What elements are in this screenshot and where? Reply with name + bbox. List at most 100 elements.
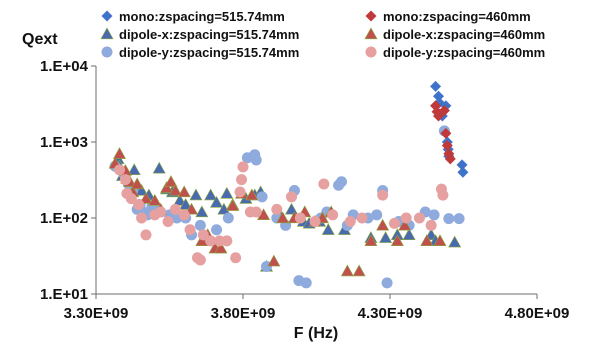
data-point <box>152 161 166 174</box>
data-point <box>194 219 206 231</box>
data-point <box>211 224 223 236</box>
data-point <box>377 189 389 201</box>
y-tick-label: 1.E+02 <box>40 210 88 227</box>
series-5-points <box>114 161 449 266</box>
data-point <box>162 215 174 227</box>
data-point <box>425 219 437 231</box>
data-point <box>402 228 416 240</box>
data-point <box>300 277 312 289</box>
legend-marker <box>101 10 113 22</box>
data-point <box>114 164 126 176</box>
y-tick-label: 1.E+04 <box>40 58 89 75</box>
data-point <box>309 215 321 227</box>
data-point <box>433 110 445 122</box>
data-point <box>444 153 456 165</box>
data-point <box>285 202 299 215</box>
legend-label: dipole-x:zspacing=460mm <box>383 27 545 42</box>
data-point <box>226 199 240 211</box>
data-point <box>136 212 148 224</box>
data-point <box>256 191 268 203</box>
x-tick-label: 3.80E+09 <box>211 305 276 322</box>
data-point <box>371 209 383 221</box>
data-point <box>177 185 191 198</box>
data-point <box>210 195 224 208</box>
data-point <box>335 176 347 188</box>
data-point <box>440 127 452 139</box>
data-point <box>294 212 306 224</box>
data-point <box>433 234 447 246</box>
data-point <box>140 229 152 241</box>
data-point <box>133 199 145 211</box>
x-tick-label: 4.80E+09 <box>505 305 570 322</box>
data-point <box>453 213 465 225</box>
data-point <box>184 224 196 236</box>
x-tick-label: 3.30E+09 <box>64 305 129 322</box>
data-point <box>437 189 449 201</box>
legend-marker <box>364 27 378 40</box>
data-point <box>441 139 453 151</box>
data-point <box>135 183 149 196</box>
data-point <box>169 203 181 215</box>
data-point <box>185 202 199 215</box>
data-point <box>379 231 393 243</box>
data-point <box>276 211 290 224</box>
data-point <box>214 241 228 254</box>
data-point <box>457 166 469 178</box>
data-point <box>195 234 209 246</box>
legend-label: dipole-x:zspacing=515.74mm <box>119 27 299 42</box>
data-point <box>364 234 378 246</box>
data-point <box>245 188 259 201</box>
data-point <box>344 215 356 227</box>
data-point <box>321 223 335 235</box>
legend-marker <box>100 27 114 40</box>
data-point <box>267 254 281 267</box>
data-point <box>173 193 187 206</box>
data-point <box>286 191 298 203</box>
data-point <box>160 181 174 193</box>
data-point <box>388 217 400 229</box>
legend-label: dipole-y:zspacing=460mm <box>383 45 545 60</box>
data-point <box>271 203 283 215</box>
legend-label: mono:zspacing=515.74mm <box>119 9 285 24</box>
data-point <box>376 218 390 231</box>
legend: mono:zspacing=515.74mm mono:zspacing=460m… <box>100 9 545 60</box>
data-point <box>155 206 167 218</box>
data-point <box>318 178 330 190</box>
data-point <box>197 229 209 241</box>
data-point <box>148 193 162 206</box>
legend-marker <box>365 10 377 22</box>
data-point <box>340 264 354 277</box>
data-point <box>230 252 242 264</box>
x-tick-label: 4.30E+09 <box>358 305 423 322</box>
data-point <box>195 205 209 218</box>
data-point <box>430 80 442 92</box>
data-point <box>456 159 468 171</box>
legend-marker <box>365 46 377 58</box>
data-point <box>168 183 182 196</box>
data-point <box>194 254 206 266</box>
y-axis-label: Qext <box>22 31 58 48</box>
data-point <box>125 193 137 205</box>
data-point <box>130 177 144 190</box>
data-point <box>250 154 262 166</box>
data-point <box>413 212 425 224</box>
data-point <box>205 235 217 247</box>
axes: 1.E+01 1.E+02 1.E+03 1.E+04 3.30E+09 3.80E+09… <box>40 58 569 322</box>
data-point <box>428 209 440 221</box>
data-point <box>443 213 455 225</box>
data-point <box>438 104 450 116</box>
legend-label: mono:zspacing=460mm <box>383 9 531 24</box>
data-point <box>178 209 190 221</box>
data-point <box>420 234 434 246</box>
data-point <box>139 191 153 204</box>
data-point <box>398 218 412 231</box>
data-point <box>356 212 368 224</box>
data-point <box>221 235 233 247</box>
legend-marker <box>101 46 113 58</box>
y-tick-label: 1.E+01 <box>40 286 88 303</box>
data-point <box>234 186 246 198</box>
legend-label: dipole-y:zspacing=515.74mm <box>119 45 299 60</box>
data-point <box>250 206 262 218</box>
